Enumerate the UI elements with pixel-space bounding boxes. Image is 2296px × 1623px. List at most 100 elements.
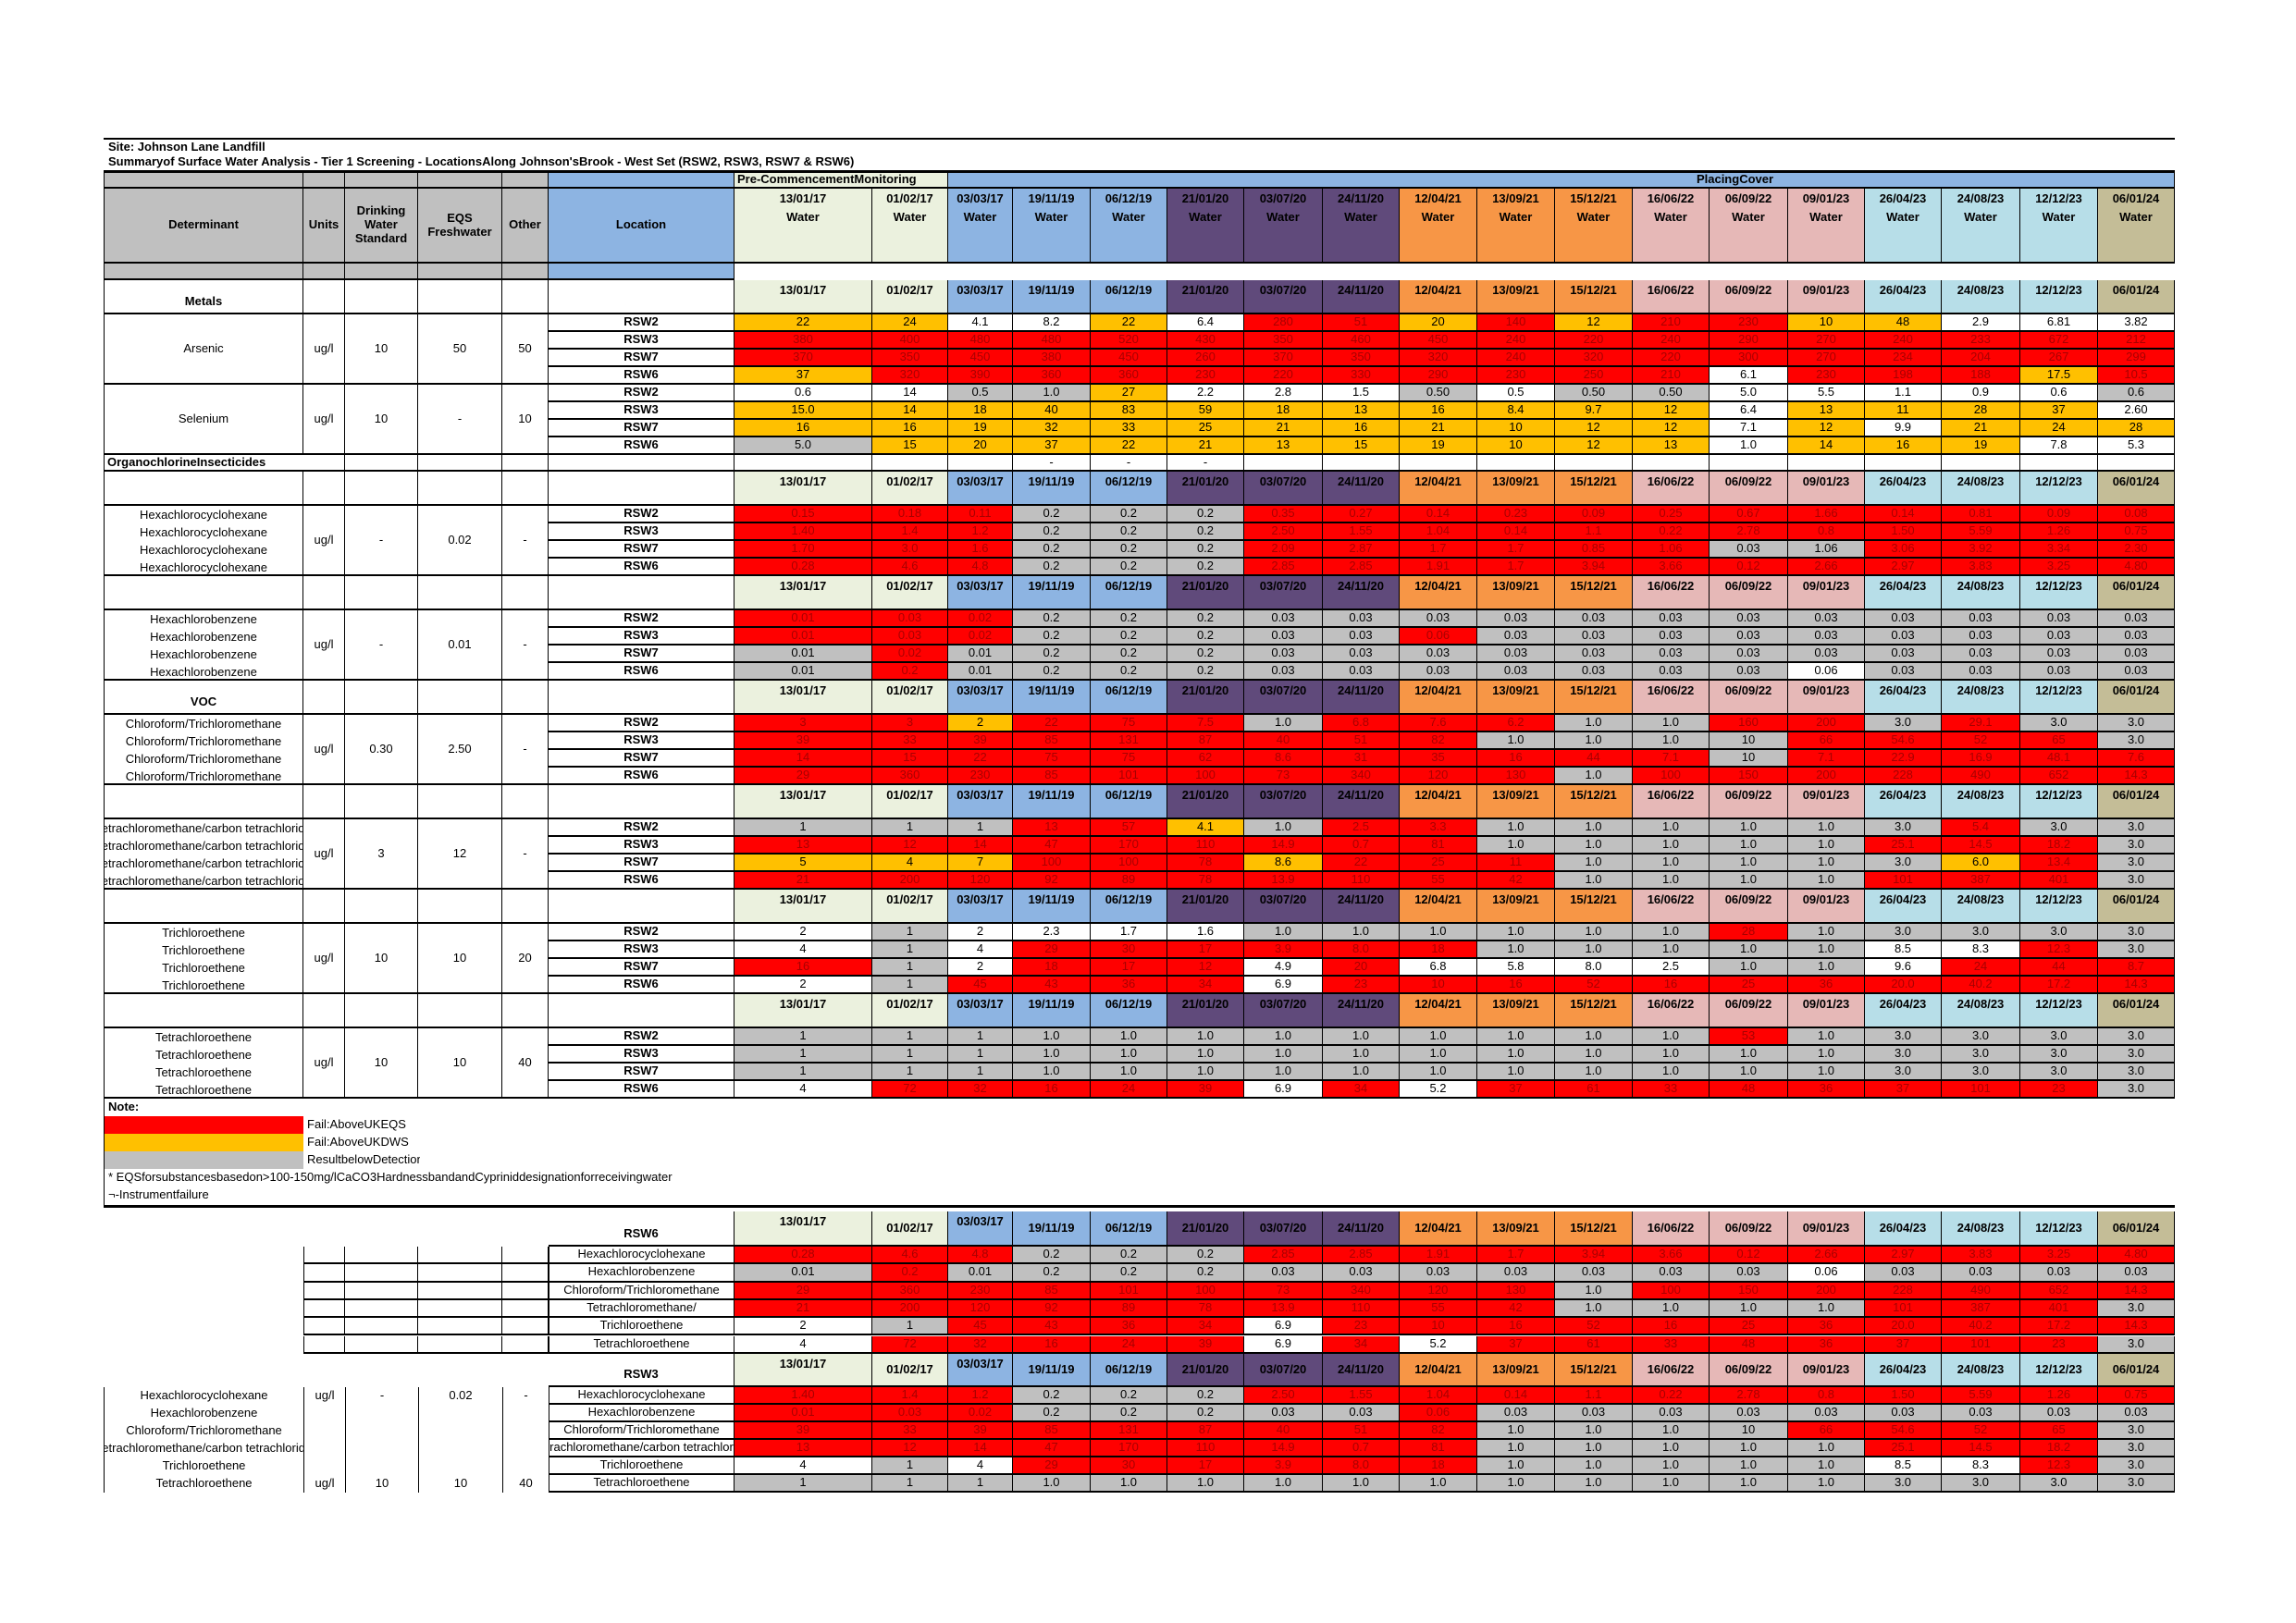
value-cell[interactable]: 230: [1477, 367, 1555, 385]
value-cell[interactable]: 12: [1555, 437, 1633, 455]
value-cell[interactable]: 2.5: [1323, 819, 1400, 837]
value-cell[interactable]: 0.06: [1788, 663, 1865, 681]
value-cell[interactable]: 22: [1013, 715, 1091, 732]
value-cell[interactable]: 65: [2020, 1422, 2098, 1440]
value-cell[interactable]: 0.22: [1633, 1387, 1710, 1405]
value-cell[interactable]: 3.0: [2020, 1064, 2098, 1081]
value-cell[interactable]: 44: [2020, 959, 2098, 977]
value-cell[interactable]: 1.2: [948, 1387, 1013, 1405]
value-cell[interactable]: 6.4: [1167, 314, 1244, 332]
value-cell[interactable]: 401: [2020, 1299, 2098, 1319]
value-cell[interactable]: 1.0: [1013, 1475, 1091, 1493]
value-cell[interactable]: 55: [1400, 872, 1477, 890]
value-cell[interactable]: 0.2: [872, 1264, 948, 1283]
value-cell[interactable]: 0.2: [1091, 1264, 1167, 1283]
value-cell[interactable]: 0.03: [1400, 663, 1477, 681]
value-cell[interactable]: 0.67: [1710, 506, 1788, 523]
value-cell[interactable]: 520: [1091, 332, 1167, 350]
value-cell[interactable]: 2: [948, 715, 1013, 732]
value-cell[interactable]: 0.14: [1400, 506, 1477, 523]
value-cell[interactable]: 350: [872, 350, 948, 367]
value-cell[interactable]: 1.6: [948, 541, 1013, 559]
value-cell[interactable]: 1.0: [1477, 819, 1555, 837]
value-cell[interactable]: 2.78: [1710, 1387, 1788, 1405]
value-cell[interactable]: 1: [872, 977, 948, 994]
value-cell[interactable]: 1.0: [1788, 959, 1865, 977]
value-cell[interactable]: 2.85: [1323, 1247, 1400, 1265]
value-cell[interactable]: 16: [1013, 1081, 1091, 1099]
value-cell[interactable]: 250: [1555, 367, 1633, 385]
value-cell[interactable]: 20: [1323, 959, 1400, 977]
value-cell[interactable]: 3.66: [1633, 1247, 1710, 1265]
value-cell[interactable]: 24: [1091, 1081, 1167, 1099]
value-cell[interactable]: 0.09: [2020, 506, 2098, 523]
value-cell[interactable]: 0.01: [948, 646, 1013, 663]
value-cell[interactable]: 0.2: [1013, 1247, 1091, 1265]
sample-date-header[interactable]: 13/01/17 Water: [734, 189, 872, 264]
sample-date-header[interactable]: 12/04/21 Water: [1400, 189, 1477, 264]
value-cell[interactable]: 3.9: [1244, 1457, 1323, 1475]
value-cell[interactable]: 1: [872, 1046, 948, 1064]
value-cell[interactable]: 1.0: [1555, 1282, 1633, 1300]
value-cell[interactable]: 0.02: [872, 646, 948, 663]
value-cell[interactable]: 5.2: [1400, 1335, 1477, 1354]
value-cell[interactable]: 12.3: [2020, 1457, 2098, 1475]
value-cell[interactable]: 0.02: [948, 610, 1013, 628]
value-cell[interactable]: 1.0: [1788, 872, 1865, 890]
value-cell[interactable]: 3.0: [2020, 715, 2098, 732]
value-cell[interactable]: 0.03: [1477, 1264, 1555, 1283]
value-cell[interactable]: 0.01: [734, 610, 872, 628]
value-cell[interactable]: 3.0: [2098, 924, 2175, 941]
value-cell[interactable]: 14.5: [1942, 837, 2020, 855]
value-cell[interactable]: 1.7: [1477, 541, 1555, 559]
value-cell[interactable]: 53: [1710, 1028, 1788, 1046]
value-cell[interactable]: 1.0: [1633, 1440, 1710, 1457]
value-cell[interactable]: 0.03: [1942, 628, 2020, 646]
value-cell[interactable]: 3.0: [872, 541, 948, 559]
value-cell[interactable]: 19: [1942, 437, 2020, 455]
value-cell[interactable]: 1.0: [1323, 1475, 1400, 1493]
value-cell[interactable]: 1.50: [1865, 1387, 1942, 1405]
value-cell[interactable]: 0.28: [734, 559, 872, 576]
value-cell[interactable]: 37: [1477, 1081, 1555, 1099]
value-cell[interactable]: 290: [1400, 367, 1477, 385]
value-cell[interactable]: 1.0: [1710, 941, 1788, 959]
value-cell[interactable]: 3.94: [1555, 559, 1633, 576]
value-cell[interactable]: 40: [1244, 732, 1323, 750]
value-cell[interactable]: 66: [1788, 732, 1865, 750]
value-cell[interactable]: 2: [734, 1318, 872, 1336]
value-cell[interactable]: 0.03: [1710, 628, 1788, 646]
value-cell[interactable]: 0.03: [1323, 1264, 1400, 1283]
value-cell[interactable]: 100: [1167, 1282, 1244, 1300]
value-cell[interactable]: 1.0: [1710, 872, 1788, 890]
value-cell[interactable]: 0.03: [1710, 1405, 1788, 1422]
value-cell[interactable]: 39: [948, 732, 1013, 750]
value-cell[interactable]: 8.0: [1555, 959, 1633, 977]
value-cell[interactable]: 13: [1633, 437, 1710, 455]
value-cell[interactable]: 75: [1091, 750, 1167, 768]
value-cell[interactable]: 0.06: [1400, 1405, 1477, 1422]
value-cell[interactable]: 1.0: [1710, 959, 1788, 977]
value-cell[interactable]: 3.0: [2098, 1028, 2175, 1046]
value-cell[interactable]: 120: [948, 1299, 1013, 1319]
value-cell[interactable]: 75: [1013, 750, 1091, 768]
value-cell[interactable]: 0.03: [1633, 663, 1710, 681]
value-cell[interactable]: 8.3: [1942, 941, 2020, 959]
value-cell[interactable]: 0.01: [734, 646, 872, 663]
value-cell[interactable]: 233: [1942, 332, 2020, 350]
value-cell[interactable]: 1.0: [1633, 941, 1710, 959]
value-cell[interactable]: 480: [1013, 332, 1091, 350]
value-cell[interactable]: 0.03: [1865, 663, 1942, 681]
value-cell[interactable]: 1.0: [1013, 1046, 1091, 1064]
value-cell[interactable]: 85: [1013, 1282, 1091, 1300]
value-cell[interactable]: 110: [1167, 837, 1244, 855]
value-cell[interactable]: 1.0: [1323, 924, 1400, 941]
value-cell[interactable]: 37: [1013, 437, 1091, 455]
value-cell[interactable]: 9.6: [1865, 959, 1942, 977]
value-cell[interactable]: 210: [1633, 367, 1710, 385]
value-cell[interactable]: 1.4: [872, 1387, 948, 1405]
value-cell[interactable]: 14.9: [1244, 837, 1323, 855]
value-cell[interactable]: 2.5: [1633, 959, 1710, 977]
value-cell[interactable]: 1.0: [1633, 1064, 1710, 1081]
value-cell[interactable]: 23: [2020, 1081, 2098, 1099]
